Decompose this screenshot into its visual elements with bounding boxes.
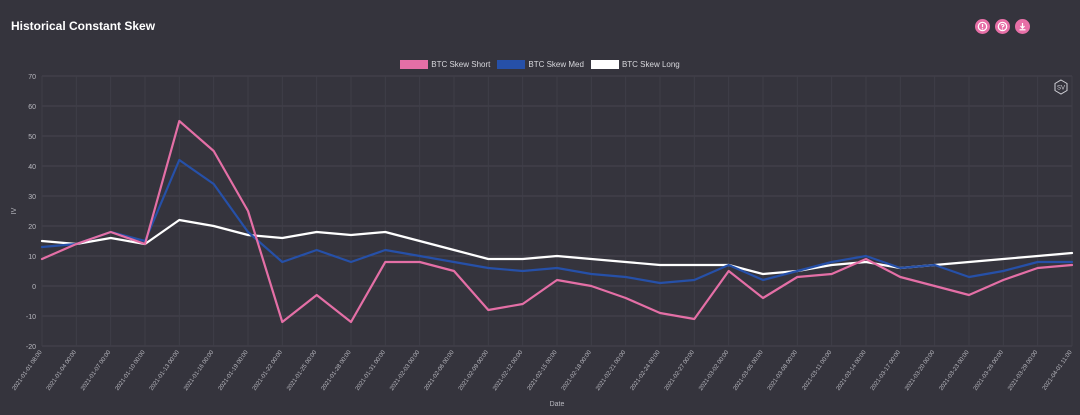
page-title: Historical Constant Skew xyxy=(11,19,156,33)
legend-item-med[interactable]: BTC Skew Med xyxy=(497,60,584,69)
x-tick-label: 2021-01-04 00:00 xyxy=(46,349,78,392)
y-tick-label: -10 xyxy=(26,314,36,321)
x-tick-label: 2021-01-31 00:00 xyxy=(355,349,387,392)
x-tick-label: 2021-03-29 00:00 xyxy=(1007,349,1039,392)
x-tick-label: 2021-01-28 00:00 xyxy=(321,349,353,392)
x-tick-label: 2021-02-21 00:00 xyxy=(595,349,627,392)
x-tick-label: 2021-01-13 00:00 xyxy=(149,349,181,392)
legend-label-med: BTC Skew Med xyxy=(528,60,584,69)
x-tick-label: 2021-01-01 08:00 xyxy=(12,349,44,392)
x-tick-label: 2021-01-16 00:00 xyxy=(183,349,215,392)
help-button[interactable] xyxy=(995,19,1010,34)
y-tick-label: 70 xyxy=(28,74,36,81)
sv-logo-button[interactable]: SV xyxy=(1053,79,1069,95)
x-tick-label: 2021-03-23 00:00 xyxy=(939,349,971,392)
series-line-med xyxy=(40,158,1074,285)
x-tick-label: 2021-02-27 00:00 xyxy=(664,349,696,392)
x-axis-title: Date xyxy=(550,401,565,408)
x-tick-label: 2021-01-07 00:00 xyxy=(80,349,112,392)
x-tick-label: 2021-01-19 00:00 xyxy=(218,349,250,392)
y-axis-title: IV xyxy=(11,207,18,214)
chart-legend: BTC Skew Short BTC Skew Med BTC Skew Lon… xyxy=(0,60,1080,69)
legend-swatch-long xyxy=(590,60,619,69)
x-tick-label: 2021-03-08 00:00 xyxy=(767,349,799,392)
x-tick-label: 2021-02-18 00:00 xyxy=(561,349,593,392)
x-tick-label: 2021-01-25 00:00 xyxy=(286,349,318,392)
sv-badge-text: SV xyxy=(1057,85,1065,91)
y-tick-label: 10 xyxy=(28,254,36,261)
y-tick-label: 0 xyxy=(32,284,36,291)
x-tick-label: 2021-01-10 00:00 xyxy=(115,349,147,392)
legend-label-long: BTC Skew Long xyxy=(621,60,680,69)
x-tick-label: 2021-03-20 00:00 xyxy=(904,349,936,392)
x-tick-label: 2021-03-14 00:00 xyxy=(836,349,868,392)
x-tick-label: 2021-02-12 00:00 xyxy=(492,349,524,392)
legend-item-long[interactable]: BTC Skew Long xyxy=(590,60,680,69)
y-tick-label: 20 xyxy=(28,224,36,231)
x-tick-label: 2021-03-17 00:00 xyxy=(870,349,902,392)
x-tick-label: 2021-01-22 00:00 xyxy=(252,349,284,392)
x-tick-label: 2021-02-06 00:00 xyxy=(424,349,456,392)
help-icon xyxy=(997,21,1008,32)
x-tick-label: 2021-03-11 00:00 xyxy=(801,349,833,391)
sv-hex-icon: SV xyxy=(1054,79,1068,95)
y-tick-label: 30 xyxy=(28,194,36,201)
chart-toolbar xyxy=(975,19,1030,34)
x-tick-label: 2021-02-24 00:00 xyxy=(630,349,662,392)
legend-label-short: BTC Skew Short xyxy=(431,60,491,69)
legend-swatch-short xyxy=(400,60,429,69)
x-tick-label: 2021-04-01 11:00 xyxy=(1042,349,1074,391)
info-button[interactable] xyxy=(975,19,990,34)
x-tick-label: 2021-02-15 00:00 xyxy=(527,349,559,392)
y-tick-label: 50 xyxy=(28,134,36,141)
y-tick-label: 60 xyxy=(28,104,36,111)
x-tick-label: 2021-03-02 00:00 xyxy=(698,349,730,392)
x-tick-label: 2021-02-03 00:00 xyxy=(389,349,421,392)
y-tick-label: 40 xyxy=(28,164,36,171)
info-icon xyxy=(977,21,988,32)
x-tick-label: 2021-03-26 00:00 xyxy=(973,349,1005,392)
legend-swatch-med xyxy=(497,60,526,69)
y-tick-label: -20 xyxy=(26,344,36,351)
x-tick-label: 2021-03-05 00:00 xyxy=(733,349,765,392)
download-button[interactable] xyxy=(1015,19,1030,34)
download-icon xyxy=(1019,23,1026,31)
x-tick-label: 2021-02-09 00:00 xyxy=(458,349,490,392)
series-line-short xyxy=(40,119,1074,324)
legend-item-short[interactable]: BTC Skew Short xyxy=(400,60,490,69)
